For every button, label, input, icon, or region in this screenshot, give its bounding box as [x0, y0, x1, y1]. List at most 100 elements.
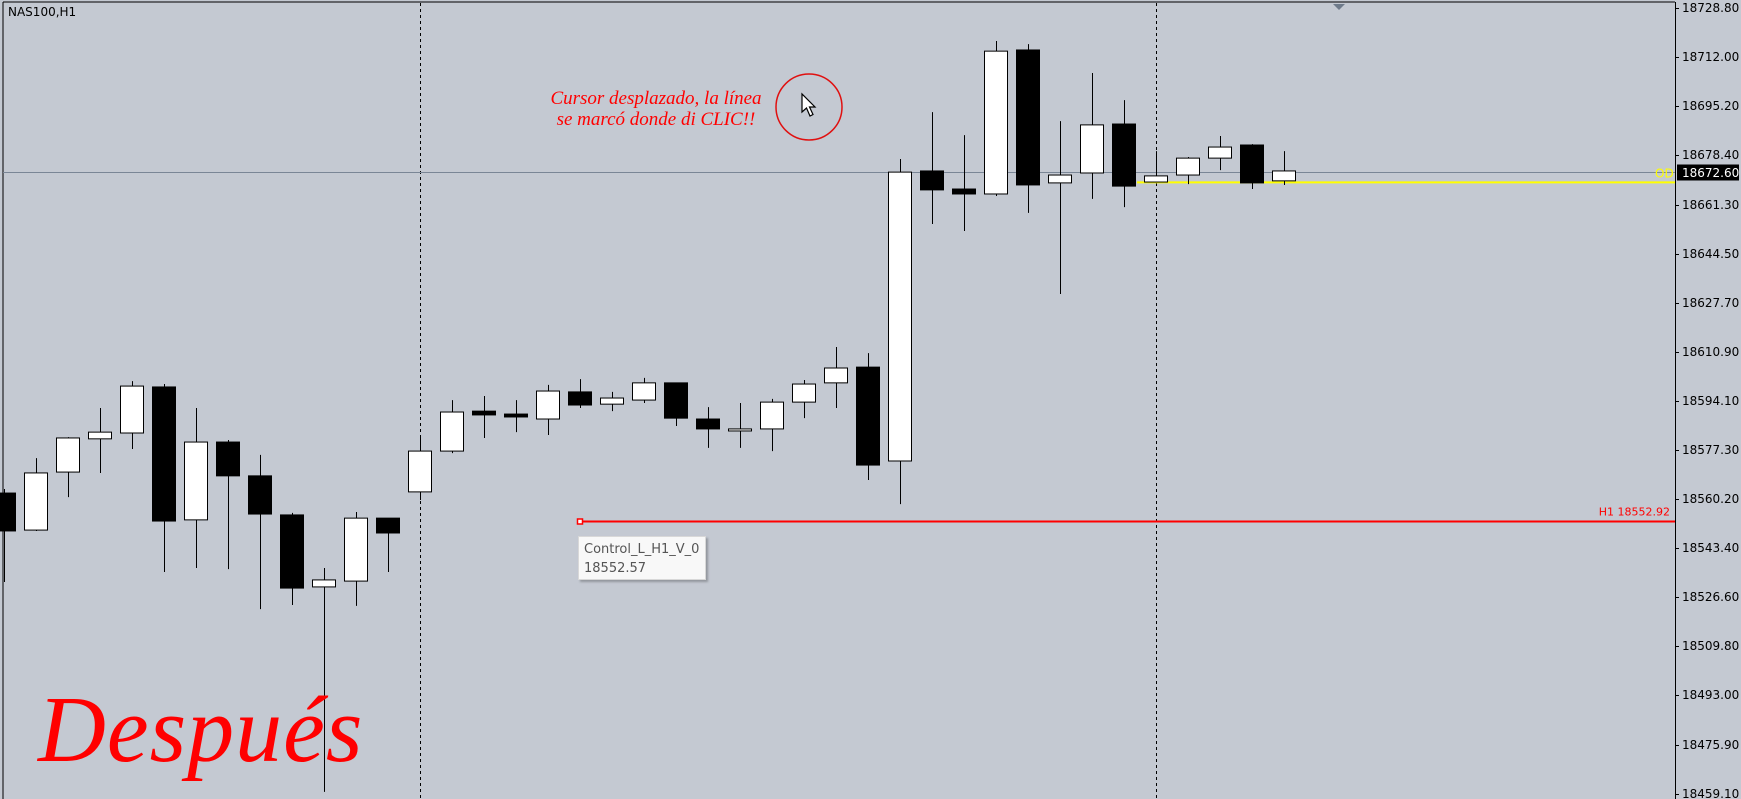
price-tick-label: 18627.70: [1682, 296, 1739, 310]
candle: [472, 395, 496, 438]
current-price-label: 18672.60: [1682, 166, 1739, 180]
candle: [120, 381, 144, 450]
bull-candle-body: [888, 171, 912, 462]
bear-candle-body: [856, 366, 880, 466]
candle: [0, 488, 16, 582]
bull-candle-body: [728, 428, 752, 432]
candle: [408, 437, 432, 501]
object-tooltip: Control_L_H1_V_0 18552.57: [578, 536, 706, 580]
bull-candle-body: [408, 450, 432, 493]
candle: [504, 400, 528, 433]
tooltip-object-value: 18552.57: [584, 561, 647, 576]
candle: [1016, 44, 1040, 213]
candle: [792, 379, 816, 419]
bull-candle-body: [440, 411, 464, 452]
candle: [1048, 121, 1072, 294]
candle: [664, 382, 688, 427]
current-price-tag: OD: [1655, 167, 1674, 181]
control-line-label: H1 18552.92: [1599, 506, 1670, 519]
price-tick-label: 18695.20: [1682, 99, 1739, 113]
price-levels: [3, 172, 1675, 184]
price-tick-label: 18594.10: [1682, 394, 1739, 408]
candle: [1176, 156, 1200, 185]
bull-candle-body: [984, 50, 1008, 195]
candles: [0, 40, 1296, 792]
candle: [1080, 73, 1104, 199]
bull-candle-body: [56, 437, 80, 473]
current-price-badge: [1677, 164, 1739, 181]
candle: [248, 454, 272, 610]
bear-candle-body: [1240, 144, 1264, 184]
price-tick-label: 18661.30: [1682, 198, 1739, 212]
chart-overlays: 18672.60 OD H1 18552.92: [576, 164, 1739, 525]
candle: [952, 135, 976, 231]
price-tick-label: 18509.80: [1682, 639, 1739, 653]
tooltip-object-name: Control_L_H1_V_0: [584, 542, 700, 557]
bear-candle-body: [152, 386, 176, 522]
price-axis: 18728.80 18712.00 18695.20 18678.40 18661.30…: [1675, 1, 1739, 799]
bull-candle-body: [1048, 174, 1072, 184]
annotation-line-2: se marcó donde di CLIC!!: [556, 109, 756, 130]
candle: [1240, 144, 1264, 190]
candle: [824, 347, 848, 408]
bear-candle-body: [216, 441, 240, 477]
bear-candle-body: [1112, 123, 1136, 187]
candle: [856, 353, 880, 480]
line-anchor-handle[interactable]: [576, 518, 584, 525]
candle: [632, 377, 656, 403]
bear-candle-body: [472, 410, 496, 416]
candle: [312, 567, 336, 792]
candle: [568, 379, 592, 408]
bear-candle-body: [376, 517, 400, 534]
candle: [984, 40, 1008, 197]
bear-candle-body: [280, 514, 304, 589]
bear-candle-body: [0, 492, 16, 532]
bear-candle-body: [248, 475, 272, 515]
candle: [1144, 151, 1168, 183]
bull-candle-body: [88, 431, 112, 440]
candle: [1272, 151, 1296, 185]
bear-candle-body: [920, 170, 944, 191]
candle: [600, 391, 624, 412]
bear-candle-body: [568, 391, 592, 406]
bull-candle-body: [312, 579, 336, 588]
candle: [56, 437, 80, 498]
candle: [696, 407, 720, 448]
bull-candle-body: [184, 441, 208, 521]
chart-shift-marker-icon[interactable]: [1333, 4, 1345, 10]
price-tick-label: 18475.90: [1682, 738, 1739, 752]
candle: [536, 384, 560, 436]
bear-candle-body: [504, 413, 528, 418]
candle: [280, 512, 304, 605]
bear-candle-body: [664, 382, 688, 419]
symbol-timeframe-label: NAS100,H1: [8, 5, 77, 19]
candle: [344, 512, 368, 606]
candle: [1208, 135, 1232, 171]
price-tick-label: 18543.40: [1682, 541, 1739, 555]
candle: [216, 440, 240, 570]
bull-candle-body: [792, 383, 816, 403]
candle: [728, 402, 752, 448]
highlight-circle: [775, 73, 843, 141]
candle: [184, 407, 208, 568]
bull-candle-body: [1080, 124, 1104, 174]
annotation-line-1: Cursor desplazado, la línea: [550, 88, 762, 109]
bull-candle-body: [24, 472, 48, 531]
chart-frame: [2, 1, 1676, 799]
bull-candle-body: [536, 390, 560, 420]
candle: [152, 384, 176, 573]
candle: [888, 158, 912, 505]
candle: [24, 458, 48, 531]
price-tick-label: 18577.30: [1682, 443, 1739, 457]
candle: [920, 112, 944, 225]
price-tick-label: 18678.40: [1682, 148, 1739, 162]
bear-candle-body: [696, 418, 720, 430]
annotation-note: Cursor desplazado, la línea se marcó don…: [540, 88, 772, 130]
price-tick-label: 18728.80: [1682, 1, 1739, 15]
candle: [440, 400, 464, 454]
price-tick-label: 18459.10: [1682, 787, 1739, 799]
bull-candle-body: [344, 517, 368, 582]
candle: [376, 517, 400, 573]
price-tick-label: 18493.00: [1682, 688, 1739, 702]
